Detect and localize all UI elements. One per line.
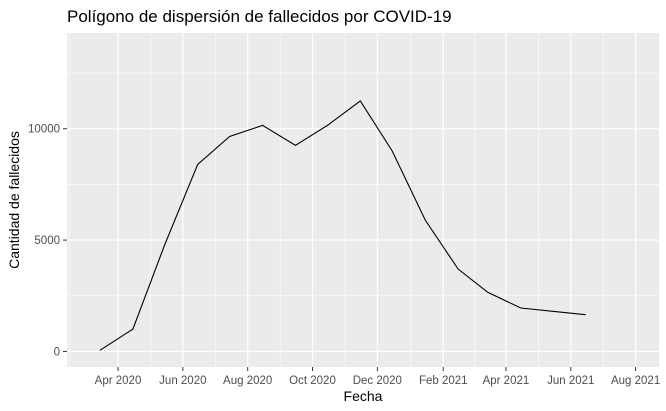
x-tick-label: Jun 2020: [159, 375, 206, 387]
chart-title: Polígono de dispersión de fallecidos por…: [67, 7, 452, 26]
x-tick-label: Aug 2021: [611, 375, 660, 387]
x-tick-label: Dec 2020: [353, 375, 402, 387]
y-tick-label: 10000: [28, 124, 60, 136]
y-axis-title: Cantidad de fallecidos: [6, 131, 22, 269]
grid: [67, 33, 659, 367]
x-tick-label: Aug 2020: [223, 375, 272, 387]
x-axis: Apr 2020 Jun 2020 Aug 2020 Oct 2020 Dec 2020…: [95, 367, 660, 387]
x-tick-label: Apr 2021: [483, 375, 530, 387]
plot-panel: [67, 33, 659, 367]
x-tick-label: Jun 2021: [547, 375, 594, 387]
series-line: [99, 100, 586, 351]
y-axis: 0 5000 10000: [28, 124, 67, 358]
y-tick-label: 0: [54, 346, 60, 358]
y-tick-label: 5000: [34, 235, 60, 247]
x-tick-label: Oct 2020: [289, 375, 336, 387]
x-tick-label: Feb 2021: [419, 375, 468, 387]
x-tick-label: Apr 2020: [95, 375, 142, 387]
x-axis-title: Fecha: [344, 388, 383, 404]
